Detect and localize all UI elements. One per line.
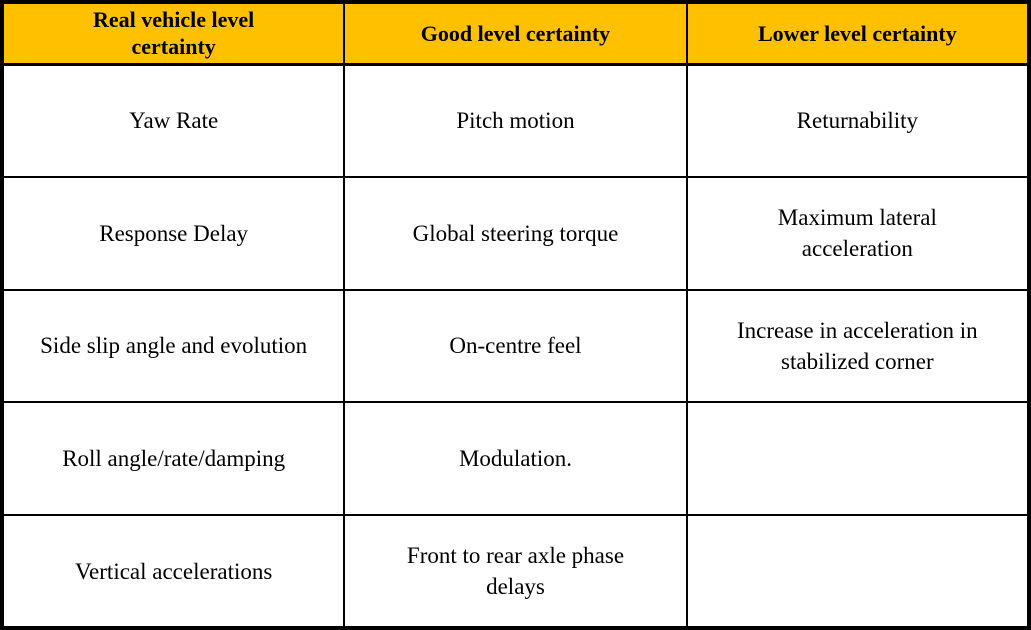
table-cell-empty [685,401,1031,517]
column-header-label: Good level certainty [420,20,611,46]
table-cell: Side slip angle and evolution [0,288,346,404]
table-header-row: Real vehicle level certainty Good level … [0,1,1031,66]
cell-text: Vertical accelerations [75,558,273,584]
table-cell: Roll angle/rate/damping [0,401,346,517]
table-cell: Response Delay [0,175,346,291]
table-cell: Modulation. [343,401,688,517]
table-cell: Maximum lateral acceleration [685,175,1031,291]
cell-text: Increase in acceleration in stabilized c… [736,317,978,374]
table-cell: Increase in acceleration in stabilized c… [685,288,1031,404]
column-header-label: Real vehicle level certainty [93,6,255,60]
table-row: Side slip angle and evolution On-centre … [0,288,1031,404]
table-row: Vertical accelerations Front to rear axl… [0,514,1031,629]
table-row: Yaw Rate Pitch motion Returnability [0,63,1031,178]
column-header-good-level: Good level certainty [343,1,688,66]
cell-text: Response Delay [99,220,249,246]
cell-text: Maximum lateral acceleration [777,205,937,262]
table-cell: Pitch motion [343,63,688,178]
table-cell: On-centre feel [343,288,688,404]
table-cell: Vertical accelerations [0,514,346,629]
cell-text: Front to rear axle phase delays [406,543,625,600]
column-header-real-vehicle-level: Real vehicle level certainty [0,1,346,66]
table-cell: Global steering torque [343,175,688,291]
table-cell-empty [685,514,1031,629]
column-header-lower-level: Lower level certainty [685,1,1031,66]
cell-text: Yaw Rate [129,108,219,134]
cell-text: Roll angle/rate/damping [62,446,286,472]
table-cell: Yaw Rate [0,63,346,178]
cell-text: Pitch motion [456,108,575,134]
cell-text: Returnability [796,108,919,134]
table-cell: Returnability [685,63,1031,178]
table-row: Response Delay Global steering torque Ma… [0,175,1031,291]
table-cell: Front to rear axle phase delays [343,514,688,629]
cell-text: Side slip angle and evolution [40,333,308,359]
table-row: Roll angle/rate/damping Modulation. [0,401,1031,517]
cell-text: On-centre feel [449,333,582,359]
cell-text: Modulation. [458,446,573,472]
column-header-label: Lower level certainty [757,20,957,46]
cell-text: Global steering torque [412,220,619,246]
